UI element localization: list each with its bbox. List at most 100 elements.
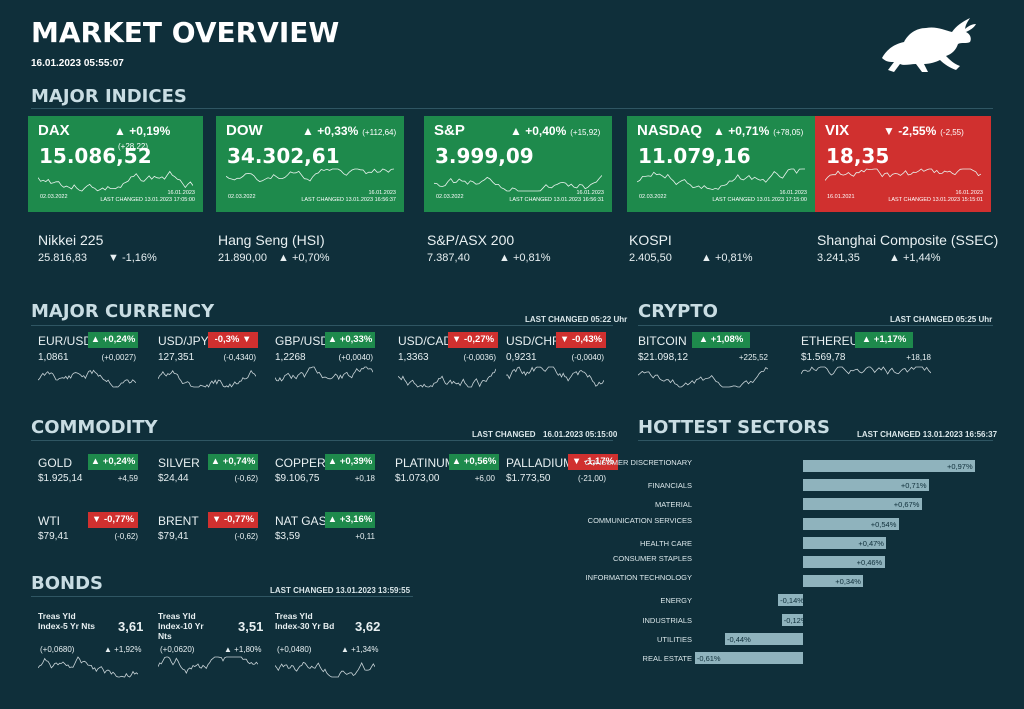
divider: [31, 325, 613, 326]
crypto-sparkline: [638, 367, 768, 388]
sector-value-label: -0,61%: [696, 654, 721, 663]
index-value: 15.086,52: [39, 144, 152, 168]
sector-name: INFORMATION TECHNOLOGY: [585, 573, 692, 583]
other-index-value: 21.890,00: [218, 252, 267, 264]
commodity-last-changed-label: LAST CHANGED: [472, 430, 536, 439]
sector-name: CONSUMER STAPLES: [612, 554, 692, 563]
other-index-value: 25.816,83: [38, 252, 87, 264]
bonds-last-changed: LAST CHANGED 13.01.2023 13:59:55: [270, 586, 411, 595]
currency-name: GBP/USD: [275, 334, 330, 348]
commodity-name: NAT GAS: [275, 514, 327, 528]
index-value: 11.079,16: [638, 144, 751, 168]
crypto-badge: ▲ +1,17%: [855, 332, 913, 348]
commodity-name: PLATINUM: [395, 456, 455, 470]
crypto-change: +18,18: [906, 353, 931, 362]
sector-bar: [803, 536, 887, 549]
currency-sparkline: [158, 369, 256, 388]
sector-value-label: +0,46%: [856, 558, 883, 567]
currency-value: 1,3363: [398, 352, 429, 363]
commodity-value: $3,59: [275, 531, 301, 542]
sectors-title: HOTTEST SECTORS: [638, 417, 831, 438]
crypto-sparkline: [801, 366, 931, 376]
chart-end-date: 16.01.2023: [167, 190, 195, 196]
other-index-pct: ▼ -1,16%: [108, 252, 157, 264]
sector-bar: [803, 498, 922, 511]
divider: [638, 325, 993, 326]
bond-pct: ▲ +1,92%: [104, 645, 142, 654]
chart-end-date: 16.01.2023: [368, 190, 396, 196]
index-value: 34.302,61: [227, 144, 340, 168]
index-card-vix[interactable]: VIX ▼ -2,55% (-2,55) 18,35 16.01.2021 16.01.2…: [815, 116, 991, 212]
index-change-abs: (-2,55): [940, 128, 964, 137]
sector-name: HEALTH CARE: [640, 538, 692, 548]
other-index-name: Hang Seng (HSI): [218, 232, 325, 248]
index-pct-value: ▲ +0,40%: [510, 124, 567, 138]
commodity-name: SILVER: [158, 456, 200, 470]
commodity-change: +4,59: [117, 474, 138, 483]
sector-bar: [781, 613, 803, 626]
sector-value-label: +0,97%: [947, 462, 973, 471]
currency-value: 1,0861: [38, 352, 69, 363]
index-value: 3.999,09: [435, 144, 534, 168]
index-last-changed: LAST CHANGED 13.01.2023 17:05:00: [100, 197, 195, 203]
bond-change: (+0,0620): [160, 645, 195, 654]
crypto-last-changed: LAST CHANGED 05:25 Uhr: [890, 315, 993, 324]
currency-badge: ▲ +0,33%: [325, 332, 375, 348]
index-change-pct: ▲ +0,40% (+15,92): [510, 124, 600, 138]
other-index-pct: ▲ +0,81%: [701, 252, 753, 264]
bond-pct: ▲ +1,80%: [224, 645, 262, 654]
sector-name: MATERIAL: [655, 500, 692, 510]
index-card-dax[interactable]: DAX ▲ +0,19% (+28,22) 15.086,52 02.03.2022 16…: [28, 116, 203, 212]
commodity-title: COMMODITY: [31, 417, 158, 438]
commodity-name: GOLD: [38, 456, 73, 470]
index-name: DAX: [38, 122, 70, 139]
index-sparkline: [226, 168, 394, 182]
chart-start-date: 16.01.2021: [827, 194, 855, 200]
bond-name: Treas Yld Index-5 Yr Nts: [38, 611, 96, 631]
commodity-badge: ▲ +0,56%: [449, 454, 499, 470]
index-pct-value: ▼ -2,55%: [883, 124, 937, 138]
bond-change: (+0,0480): [277, 645, 312, 654]
currency-sparkline: [506, 366, 604, 387]
index-card-dow[interactable]: DOW ▲ +0,33% (+112,64) 34.302,61 02.03.2022 1…: [216, 116, 404, 212]
index-last-changed: LAST CHANGED 13.01.2023 16:56:31: [509, 197, 604, 203]
sector-name: REAL ESTATE: [642, 654, 692, 663]
currency-sparkline: [38, 369, 136, 388]
chart-start-date: 02.03.2022: [639, 194, 667, 200]
index-card-nasdaq[interactable]: NASDAQ ▲ +0,71% (+78,05) 11.079,16 02.03.202…: [627, 116, 815, 212]
sector-value-label: +0,67%: [893, 500, 920, 510]
divider: [31, 440, 613, 441]
other-index-value: 2.405,50: [629, 252, 672, 264]
bond-value: 3,62: [355, 619, 381, 634]
commodity-badge: ▲ +0,39%: [325, 454, 375, 470]
index-card-sp[interactable]: S&P ▲ +0,40% (+15,92) 3.999,09 02.03.2022 16.…: [424, 116, 612, 212]
sector-value-label: -0,44%: [726, 634, 751, 644]
commodity-badge: ▼ -1,17%: [568, 454, 618, 470]
bond-sparkline: [38, 656, 138, 678]
crypto-value: $1.569,78: [801, 352, 846, 363]
sector-bar: [803, 517, 899, 530]
crypto-name: ETHEREUM: [801, 334, 869, 348]
sector-bar: [803, 460, 975, 472]
other-index-pct: ▲ +1,44%: [889, 252, 941, 264]
bond-name: Treas Yld Index-10 Yr Nts: [158, 611, 204, 641]
commodity-last-changed-time: 16.01.2023 05:15:00: [543, 430, 618, 439]
chart-end-info: 16.01.2023 LAST CHANGED 13.01.2023 17:15:…: [712, 190, 807, 204]
sector-value-label: -0,12%: [783, 615, 808, 625]
crypto-change: +225,52: [738, 353, 768, 362]
chart-start-date: 02.03.2022: [436, 194, 464, 200]
commodity-badge: ▲ +0,24%: [88, 454, 138, 470]
crypto-badge: ▲ +1,08%: [692, 332, 750, 348]
commodity-change: (-0,62): [114, 532, 138, 541]
index-change-abs: (+28,22): [118, 142, 149, 151]
commodity-value: $1.773,50: [506, 473, 551, 484]
index-last-changed: LAST CHANGED 13.01.2023 16:56:37: [301, 197, 396, 203]
commodity-change: +0,18: [354, 474, 375, 483]
bond-sparkline: [275, 661, 375, 678]
currency-change: (+0,0027): [101, 353, 136, 362]
bond-value: 3,51: [238, 619, 264, 634]
index-sparkline: [825, 168, 981, 181]
index-change-pct: ▲ +0,33% (+112,64): [302, 124, 396, 138]
index-change-pct: ▼ -2,55% (-2,55): [883, 124, 964, 138]
sector-bar: [724, 632, 803, 645]
